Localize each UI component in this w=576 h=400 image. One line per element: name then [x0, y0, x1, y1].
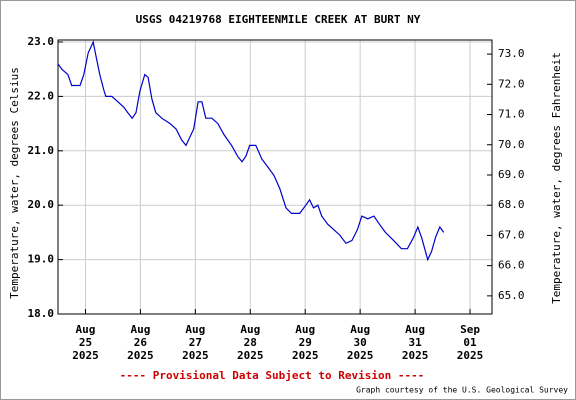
y2-tick-label: 68.0: [498, 198, 525, 211]
x-tick-label: Aug 29 2025: [292, 323, 319, 362]
y2-axis-label: Temperature, water, degrees Fahrenheit: [550, 52, 563, 304]
y-axis-label: Temperature, water, degrees Celsius: [8, 67, 21, 299]
y-tick-label: 19.0: [28, 253, 55, 266]
chart-title: USGS 04219768 EIGHTEENMILE CREEK AT BURT…: [136, 13, 421, 26]
y-tick-label: 18.0: [28, 307, 55, 320]
x-tick-label: Aug 28 2025: [237, 323, 264, 362]
y2-tick-label: 66.0: [498, 259, 525, 272]
credit: Graph courtesy of the U.S. Geological Su…: [356, 386, 568, 395]
x-tick-label: Sep 01 2025: [457, 323, 484, 362]
y-tick-label: 23.0: [28, 35, 55, 48]
y2-tick-label: 73.0: [498, 47, 525, 60]
plot-frame: [57, 39, 493, 315]
y-tick-label: 21.0: [28, 144, 55, 157]
x-tick-label: Aug 27 2025: [182, 323, 209, 362]
x-tick-label: Aug 26 2025: [127, 323, 154, 362]
x-tick-label: Aug 30 2025: [347, 323, 374, 362]
y2-tick-label: 67.0: [498, 228, 525, 241]
data-line: [57, 40, 445, 262]
x-tick-label: Aug 25 2025: [72, 323, 99, 362]
y2-tick-label: 72.0: [498, 77, 525, 90]
y-tick-label: 20.0: [28, 198, 55, 211]
y2-tick-label: 65.0: [498, 289, 525, 302]
y2-tick-label: 69.0: [498, 168, 525, 181]
y-tick-label: 22.0: [28, 89, 55, 102]
provisional-note: ---- Provisional Data Subject to Revisio…: [120, 369, 425, 382]
y2-tick-label: 71.0: [498, 108, 525, 121]
x-tick-label: Aug 31 2025: [402, 323, 429, 362]
y2-tick-label: 70.0: [498, 138, 525, 151]
